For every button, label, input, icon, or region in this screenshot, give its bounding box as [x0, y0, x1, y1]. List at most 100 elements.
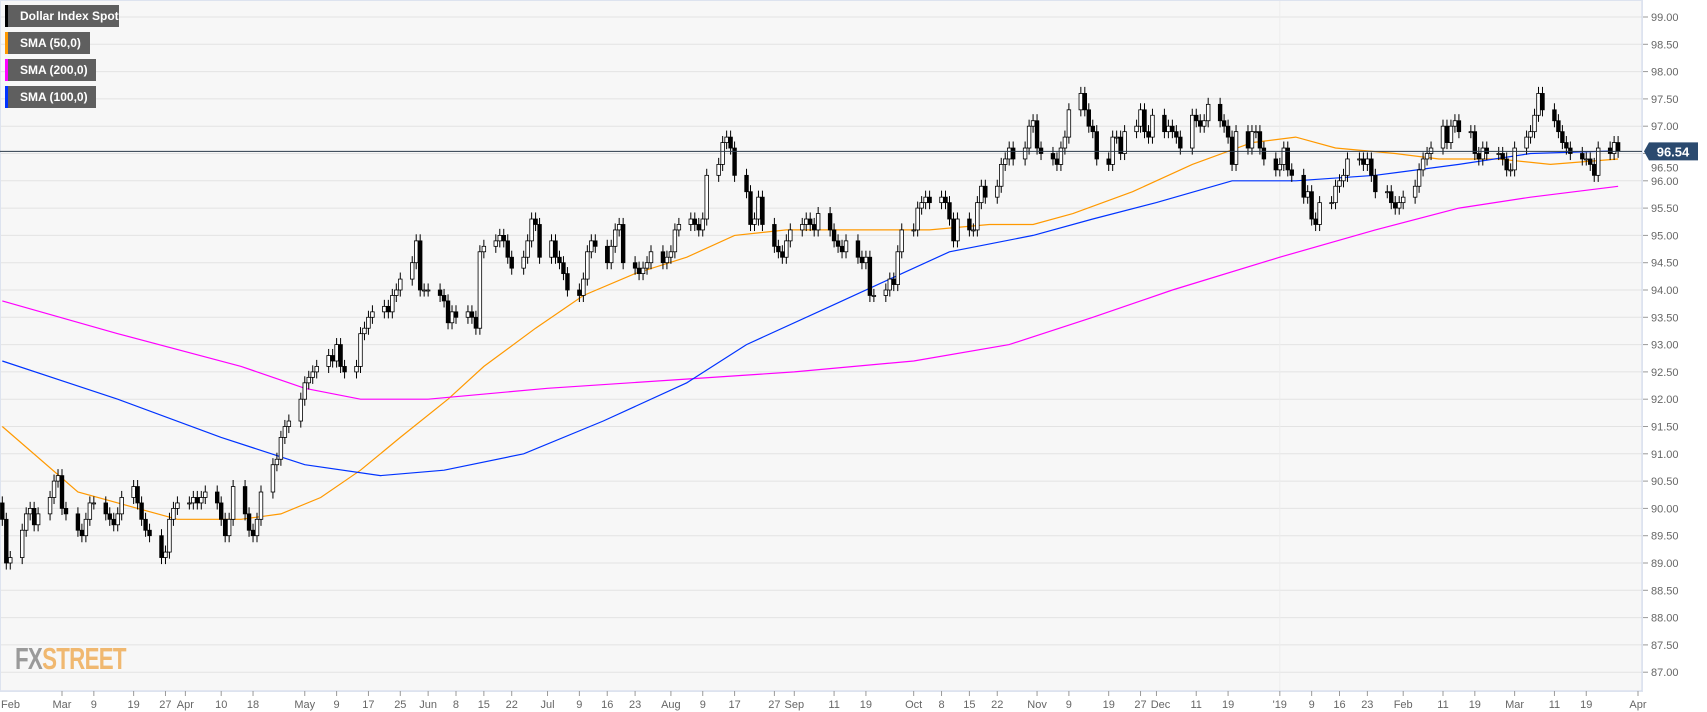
candle[interactable]	[1082, 93, 1088, 111]
candle[interactable]	[1607, 147, 1613, 154]
candle[interactable]	[1508, 169, 1513, 172]
candle[interactable]	[967, 218, 972, 231]
candle[interactable]	[1273, 158, 1279, 171]
candle[interactable]	[983, 185, 988, 198]
candle[interactable]	[1393, 202, 1398, 209]
candle[interactable]	[1285, 147, 1290, 171]
candle[interactable]	[242, 486, 248, 515]
candle[interactable]	[1289, 169, 1294, 176]
candle[interactable]	[788, 229, 793, 242]
candle[interactable]	[1536, 93, 1541, 116]
candle[interactable]	[131, 486, 136, 498]
candle[interactable]	[811, 224, 817, 231]
candle[interactable]	[135, 486, 140, 504]
candle[interactable]	[784, 240, 789, 258]
candle[interactable]	[1345, 158, 1350, 176]
candle[interactable]	[159, 535, 164, 558]
candle[interactable]	[1221, 120, 1227, 127]
candle[interactable]	[804, 218, 809, 225]
candle[interactable]	[664, 256, 670, 264]
candle[interactable]	[1580, 153, 1585, 160]
candle[interactable]	[1050, 153, 1056, 160]
candle[interactable]	[386, 305, 391, 313]
candle[interactable]	[119, 497, 124, 515]
candle[interactable]	[302, 382, 307, 400]
candle[interactable]	[203, 491, 208, 498]
candle[interactable]	[143, 518, 148, 531]
candle[interactable]	[362, 327, 367, 335]
candle[interactable]	[557, 256, 562, 264]
candle[interactable]	[1588, 158, 1593, 165]
candle[interactable]	[1114, 136, 1119, 139]
candle[interactable]	[648, 251, 654, 264]
legend-item-sma50[interactable]: SMA (50,0)	[5, 32, 90, 54]
candle[interactable]	[334, 344, 339, 362]
candle[interactable]	[342, 366, 347, 373]
candle[interactable]	[744, 174, 749, 193]
candle[interactable]	[167, 518, 172, 553]
candle[interactable]	[760, 196, 765, 225]
candle[interactable]	[1086, 109, 1091, 127]
candle[interactable]	[704, 174, 709, 220]
candle[interactable]	[1174, 131, 1179, 138]
candle[interactable]	[103, 502, 108, 515]
candle[interactable]	[549, 240, 554, 258]
candle[interactable]	[1397, 202, 1402, 209]
candle[interactable]	[1468, 131, 1474, 134]
candle[interactable]	[171, 507, 176, 520]
candle[interactable]	[1452, 120, 1458, 127]
candle[interactable]	[310, 371, 315, 378]
candle[interactable]	[1440, 125, 1446, 149]
candle[interactable]	[1010, 147, 1016, 160]
candle[interactable]	[199, 497, 204, 504]
candle[interactable]	[589, 240, 594, 253]
candle[interactable]	[222, 518, 228, 537]
candle[interactable]	[1540, 93, 1545, 111]
candle[interactable]	[449, 311, 455, 324]
candle[interactable]	[1202, 120, 1207, 127]
candle[interactable]	[1003, 158, 1008, 165]
candle[interactable]	[1476, 153, 1482, 160]
candle[interactable]	[27, 507, 33, 515]
candle[interactable]	[863, 256, 869, 264]
candle[interactable]	[780, 251, 785, 258]
candle[interactable]	[1416, 169, 1422, 187]
candle[interactable]	[1615, 142, 1621, 152]
candle[interactable]	[163, 551, 168, 558]
candle[interactable]	[147, 529, 152, 537]
candle[interactable]	[63, 507, 69, 515]
candle[interactable]	[1249, 131, 1255, 149]
candle[interactable]	[1357, 158, 1362, 161]
candle[interactable]	[270, 464, 276, 493]
candle[interactable]	[955, 218, 960, 242]
candle[interactable]	[815, 213, 821, 231]
candle[interactable]	[1333, 185, 1338, 204]
candle[interactable]	[250, 529, 256, 537]
candle[interactable]	[553, 240, 558, 258]
candle[interactable]	[692, 218, 697, 225]
candle[interactable]	[1596, 147, 1601, 176]
candle[interactable]	[20, 529, 25, 558]
legend-item-sma100[interactable]: SMA (100,0)	[5, 86, 96, 108]
candle[interactable]	[258, 491, 264, 520]
candle[interactable]	[855, 240, 861, 258]
candle[interactable]	[1150, 114, 1155, 138]
candle[interactable]	[1317, 202, 1322, 225]
candle[interactable]	[1424, 153, 1430, 160]
candle[interactable]	[1170, 125, 1175, 133]
candle[interactable]	[414, 240, 419, 264]
candle[interactable]	[1078, 93, 1084, 111]
candle[interactable]	[1233, 131, 1239, 165]
candle[interactable]	[226, 518, 232, 537]
candle[interactable]	[632, 262, 638, 269]
candle[interactable]	[899, 229, 904, 253]
candle[interactable]	[995, 185, 1000, 198]
candle[interactable]	[756, 196, 761, 220]
candle[interactable]	[1090, 125, 1095, 133]
candle[interactable]	[1305, 191, 1310, 198]
candle[interactable]	[1428, 147, 1434, 154]
candle[interactable]	[1496, 153, 1501, 155]
candle[interactable]	[1229, 136, 1235, 165]
candle[interactable]	[891, 278, 896, 285]
candle[interactable]	[688, 218, 694, 225]
